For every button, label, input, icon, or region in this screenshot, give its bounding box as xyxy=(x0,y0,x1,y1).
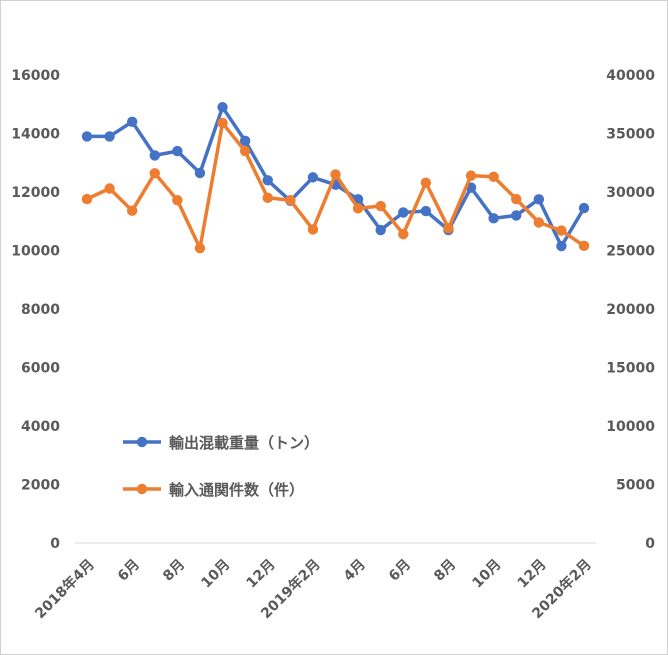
series-1-point xyxy=(533,194,545,205)
left-tick-label: 12000 xyxy=(11,185,60,201)
series-1-point xyxy=(172,145,183,157)
series-2-point xyxy=(488,171,499,182)
series-2-point xyxy=(465,170,477,181)
left-tick-label: 2000 xyxy=(21,478,60,494)
x-tick-label: 6月 xyxy=(115,557,143,585)
series-2-point xyxy=(81,193,93,205)
series-2-point xyxy=(511,193,522,205)
x-tick-label: 8月 xyxy=(160,557,188,585)
series-2-point xyxy=(330,169,341,180)
left-tick-label: 16000 xyxy=(11,68,60,84)
left-tick-label: 8000 xyxy=(21,302,60,318)
right-tick-label: 40000 xyxy=(606,68,655,84)
series-1-point xyxy=(375,224,386,236)
right-tick-label: 10000 xyxy=(606,419,655,435)
series-1-point xyxy=(307,172,319,183)
x-tick-label: 12月 xyxy=(515,557,550,592)
legend-label-1: 輸出混載重量（トン） xyxy=(169,434,319,452)
series-2-point xyxy=(443,223,454,234)
series-2-point xyxy=(420,177,432,188)
legend-label-2: 輸入通関件数（件） xyxy=(169,481,304,499)
series-2-point xyxy=(307,224,319,235)
x-tick-label: 10月 xyxy=(198,557,233,592)
series-1-point xyxy=(262,175,273,186)
legend-marker-1 xyxy=(136,436,148,448)
right-axis-ticks: 0 5000 10000 15000 20000 25000 30000 35000 40000 xyxy=(606,68,655,552)
series-1-point xyxy=(556,240,567,252)
x-tick-label: 4月 xyxy=(341,557,369,585)
series-2-point xyxy=(239,145,251,157)
left-tick-label: 4000 xyxy=(21,419,60,435)
series-2-point xyxy=(533,217,545,228)
series-layer xyxy=(81,101,590,254)
legend: 輸出混載重量（トン） 輸入通関件数（件） xyxy=(123,434,319,499)
series-2-point xyxy=(578,240,590,252)
right-tick-label: 20000 xyxy=(606,302,655,318)
right-tick-label: 35000 xyxy=(606,127,655,143)
series-1-point xyxy=(104,131,115,142)
series-2-point xyxy=(398,228,409,240)
series-2-point xyxy=(375,200,386,212)
series-1-point xyxy=(239,135,251,147)
right-tick-label: 30000 xyxy=(606,185,655,201)
left-tick-label: 0 xyxy=(50,536,60,552)
x-tick-label: 2018年4月 xyxy=(32,556,98,622)
x-tick-label: 12月 xyxy=(244,557,279,592)
x-tick-label: 8月 xyxy=(431,557,459,585)
right-tick-label: 25000 xyxy=(606,244,655,260)
series-1-point xyxy=(81,131,93,142)
series-1-point xyxy=(511,210,522,221)
series-1-point xyxy=(126,116,138,128)
right-tick-label: 0 xyxy=(645,536,655,552)
right-tick-label: 15000 xyxy=(606,361,655,377)
series-1-point xyxy=(194,167,206,179)
series-2-point xyxy=(172,194,183,206)
legend-marker-2 xyxy=(136,483,148,495)
series-2-point xyxy=(104,183,115,194)
series-1-point xyxy=(217,101,228,113)
left-tick-label: 6000 xyxy=(21,361,60,377)
series-2-point xyxy=(126,205,138,216)
series-1-point xyxy=(488,213,499,224)
series-2-point xyxy=(149,168,160,179)
left-tick-label: 14000 xyxy=(11,127,60,143)
series-1-point xyxy=(420,205,432,217)
series-2-point xyxy=(556,225,567,236)
series-1-point xyxy=(149,150,160,161)
series-1-point xyxy=(398,207,409,218)
series-2-point xyxy=(217,117,228,129)
x-tick-label: 10月 xyxy=(469,557,504,592)
left-tick-label: 10000 xyxy=(11,244,60,260)
series-1-point xyxy=(578,202,590,214)
right-tick-label: 5000 xyxy=(616,478,655,494)
series-2-point xyxy=(262,192,273,204)
x-tick-label: 6月 xyxy=(386,557,414,585)
series-2-point xyxy=(194,242,206,254)
left-axis-ticks: 0 2000 4000 6000 8000 10000 12000 14000 16000 xyxy=(11,68,60,552)
series-2-point xyxy=(352,203,364,214)
series-2-point xyxy=(285,194,296,206)
